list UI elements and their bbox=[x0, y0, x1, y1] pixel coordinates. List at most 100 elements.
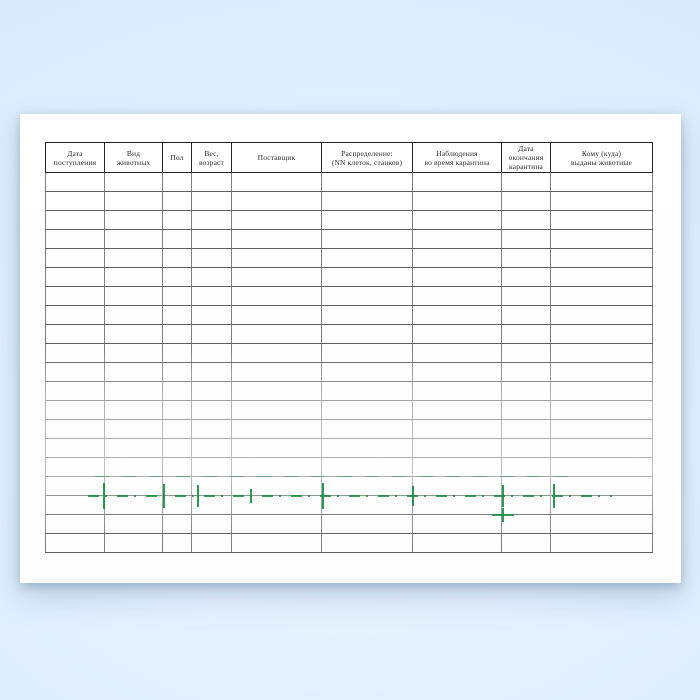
column-header-label: во время карантина bbox=[424, 157, 490, 167]
table-cell bbox=[163, 325, 192, 343]
table-cell bbox=[163, 515, 192, 533]
table-cell bbox=[105, 363, 163, 381]
table-cell bbox=[551, 477, 653, 495]
table-cell bbox=[322, 477, 413, 495]
table-cell bbox=[45, 363, 105, 381]
table-cell bbox=[502, 306, 551, 324]
table-cell bbox=[551, 363, 653, 381]
table-cell bbox=[502, 230, 551, 248]
table-cell bbox=[105, 344, 163, 362]
table-row bbox=[45, 382, 653, 401]
table-cell bbox=[45, 268, 105, 286]
table-header-row: Дата поступления Вид животных Пол Вес, возраст… bbox=[45, 142, 653, 173]
column-header-label: Поставщик bbox=[257, 153, 296, 162]
table-cell bbox=[105, 173, 163, 191]
table-cell bbox=[551, 211, 653, 229]
table-cell bbox=[45, 496, 105, 514]
table-row bbox=[45, 306, 653, 325]
table-row bbox=[45, 287, 653, 306]
table-row bbox=[45, 192, 653, 211]
table-cell bbox=[322, 325, 413, 343]
table-cell bbox=[232, 344, 322, 362]
table-cell bbox=[45, 325, 105, 343]
table-cell bbox=[413, 477, 502, 495]
table-cell bbox=[322, 439, 413, 457]
table-row bbox=[45, 325, 653, 344]
table-cell bbox=[192, 515, 232, 533]
table-row bbox=[45, 401, 653, 420]
column-header-label: возраст bbox=[199, 157, 224, 167]
table-cell bbox=[192, 192, 232, 210]
column-header-label: Наблюдения bbox=[436, 148, 478, 158]
column-header-label: поступления bbox=[53, 157, 97, 167]
table-row bbox=[45, 363, 653, 382]
table-cell bbox=[163, 458, 192, 476]
table-cell bbox=[502, 496, 551, 514]
column-header-label: Распределение: bbox=[341, 148, 393, 158]
table-row bbox=[45, 344, 653, 363]
table-cell bbox=[232, 306, 322, 324]
table-cell bbox=[232, 382, 322, 400]
table-cell bbox=[192, 496, 232, 514]
table-cell bbox=[192, 268, 232, 286]
table-cell bbox=[192, 344, 232, 362]
table-cell bbox=[413, 420, 502, 438]
column-header-observations: Наблюдения во время карантина bbox=[413, 143, 502, 172]
column-header-animal-type: Вид животных bbox=[105, 143, 163, 172]
table-cell bbox=[551, 306, 653, 324]
table-cell bbox=[105, 192, 163, 210]
table-cell bbox=[163, 306, 192, 324]
table-cell bbox=[192, 439, 232, 457]
table-cell bbox=[502, 401, 551, 419]
journal-table: Дата поступления Вид животных Пол Вес, возраст… bbox=[41, 142, 657, 553]
table-cell bbox=[502, 477, 551, 495]
table-cell bbox=[45, 382, 105, 400]
table-cell bbox=[322, 268, 413, 286]
column-header-distribution: Распределение: (NN клеток, станков) bbox=[322, 143, 413, 172]
table-row bbox=[45, 439, 653, 458]
table-cell bbox=[105, 420, 163, 438]
table-cell bbox=[413, 534, 502, 552]
table-cell bbox=[413, 287, 502, 305]
table-cell bbox=[105, 230, 163, 248]
table-cell bbox=[232, 515, 322, 533]
table-cell bbox=[413, 382, 502, 400]
table-row bbox=[45, 477, 653, 496]
table-row bbox=[45, 515, 653, 534]
table-cell bbox=[322, 344, 413, 362]
table-cell bbox=[192, 363, 232, 381]
column-header-quarantine-end-date: Дата окончания карантина bbox=[502, 143, 551, 172]
table-cell bbox=[413, 401, 502, 419]
table-cell bbox=[413, 230, 502, 248]
table-cell bbox=[192, 173, 232, 191]
table-cell bbox=[322, 230, 413, 248]
table-cell bbox=[232, 496, 322, 514]
table-cell bbox=[192, 287, 232, 305]
table-cell bbox=[551, 173, 653, 191]
table-cell bbox=[45, 211, 105, 229]
table-cell bbox=[322, 173, 413, 191]
table-cell bbox=[105, 401, 163, 419]
table-cell bbox=[413, 363, 502, 381]
table-cell bbox=[105, 496, 163, 514]
table-cell bbox=[551, 420, 653, 438]
table-cell bbox=[502, 420, 551, 438]
table-cell bbox=[502, 325, 551, 343]
table-cell bbox=[322, 211, 413, 229]
table-cell bbox=[413, 249, 502, 267]
table-cell bbox=[551, 496, 653, 514]
table-cell bbox=[413, 458, 502, 476]
table-cell bbox=[45, 192, 105, 210]
table-cell bbox=[232, 230, 322, 248]
table-cell bbox=[192, 401, 232, 419]
table-row bbox=[45, 211, 653, 230]
table-cell bbox=[163, 534, 192, 552]
column-header-label: (NN клеток, станков) bbox=[331, 157, 403, 167]
table-cell bbox=[413, 325, 502, 343]
table-cell bbox=[502, 192, 551, 210]
table-cell bbox=[105, 534, 163, 552]
table-row bbox=[45, 534, 653, 553]
column-header-label: животных bbox=[116, 157, 151, 167]
table-cell bbox=[163, 211, 192, 229]
table-cell bbox=[551, 458, 653, 476]
